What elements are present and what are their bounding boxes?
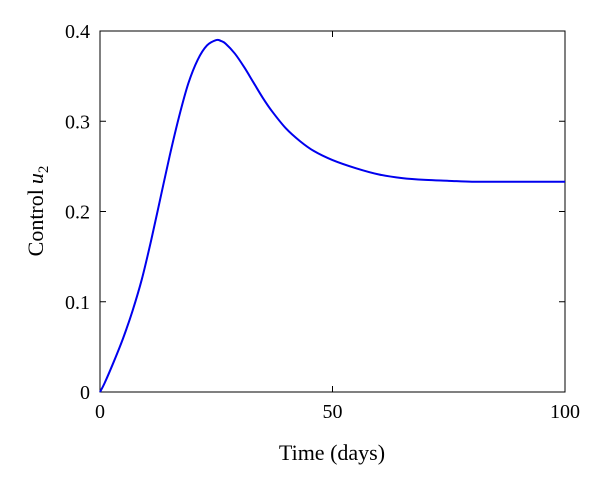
y-tick-label: 0.3	[65, 111, 90, 133]
x-tick-label: 50	[323, 401, 343, 423]
x-tick-label: 0	[95, 401, 105, 423]
y-axis-label-text: Control	[23, 189, 48, 256]
series-line	[99, 38, 565, 393]
y-axis-label-variable: u	[23, 173, 48, 184]
tick-marks	[99, 30, 566, 393]
y-tick-label: 0.1	[65, 292, 90, 314]
plot-area	[99, 30, 566, 393]
x-axis-label: Time (days)	[279, 440, 385, 465]
y-tick-label: 0	[80, 382, 90, 404]
y-tick-label: 0.2	[65, 202, 90, 224]
x-tick-labels: 0 50 100	[95, 401, 580, 423]
y-axis-label: Control u2	[23, 166, 52, 257]
y-tick-label: 0.4	[65, 21, 90, 43]
y-tick-labels: 0 0.1 0.2 0.3 0.4	[65, 21, 90, 404]
series-line-group	[99, 38, 565, 393]
y-axis-label-subscript: 2	[36, 166, 52, 174]
x-tick-label: 100	[550, 401, 580, 423]
